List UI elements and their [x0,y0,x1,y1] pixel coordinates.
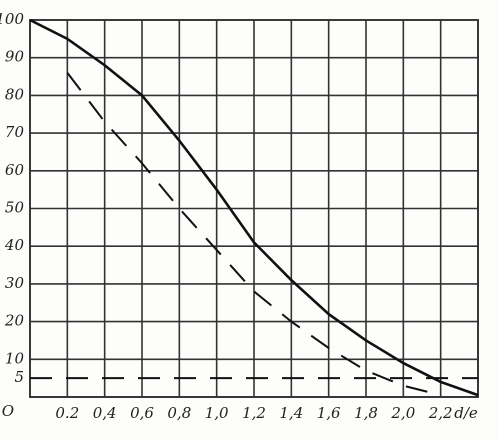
y-tick-label: 80 [5,85,25,103]
x-tick-label: 0,8 [167,404,191,422]
x-tick-label: 1,2 [242,404,266,422]
y-tick-label: 10 [5,349,25,367]
x-tick-label: 1,8 [354,404,378,422]
y-tick-label: 70 [5,123,25,141]
y-tick-label: O [2,402,14,420]
y-tick-label: 100 [0,10,24,28]
x-tick-label: 1,4 [279,404,303,422]
x-tick-label: 0.2 [55,404,79,422]
y-tick-label: 30 [5,274,25,292]
x-tick-label: 0,4 [93,404,117,422]
x-tick-label: 0,6 [130,404,154,422]
y-tick-label: 90 [5,48,25,66]
y-tick-label: 20 [4,312,25,330]
x-tick-label: 2,0 [390,404,415,422]
y-tick-label: 5 [14,368,24,386]
series-line [66,72,441,397]
x-tick-label: 1,0 [205,404,229,422]
x-axis-label: d/e [454,404,478,422]
y-tick-label: 50 [5,199,25,217]
y-tick-label: 60 [5,161,25,179]
x-tick-label: 2,2 [428,404,453,422]
x-tick-label: 1,6 [317,404,341,422]
y-tick-label: 40 [4,236,25,254]
series-line [29,18,479,397]
